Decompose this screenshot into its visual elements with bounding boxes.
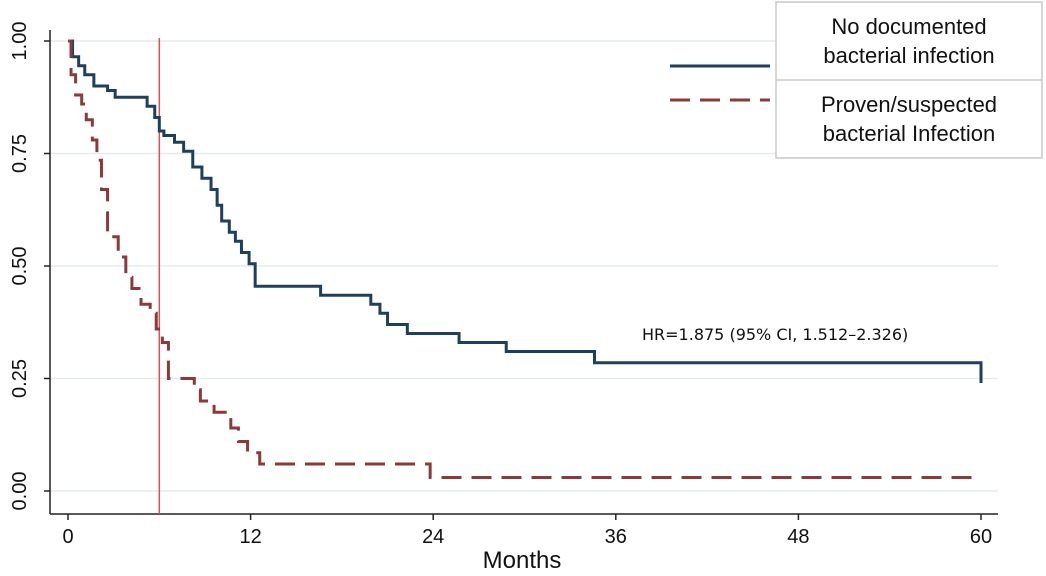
series-group	[68, 39, 983, 479]
x-tick-label-1: 12	[239, 526, 261, 548]
y-tick-label-3: 0.75	[9, 134, 31, 173]
legend-label-line-1: Proven/suspected	[821, 92, 997, 117]
hazard-ratio-annotation: HR=1.875 (95% CI, 1.512–2.326)	[642, 325, 908, 344]
y-tick-label-1: 0.25	[9, 359, 31, 398]
legend: No documented bacterial infection Proven/…	[670, 1, 1043, 159]
x-tick-label-0: 0	[62, 526, 73, 548]
y-tick-label-4: 1.00	[9, 22, 31, 61]
x-axis-title: Months	[483, 547, 562, 574]
y-tick-label-0: 0.00	[9, 472, 31, 511]
x-tick-label-4: 48	[787, 526, 809, 548]
y-tick-label-2: 0.50	[9, 247, 31, 286]
legend-label-infection: Proven/suspected bacterial Infection	[821, 92, 997, 146]
tick-labels: 0.00 0.25 0.50 0.75 1.00 0 12 24 36 48 60	[9, 22, 992, 548]
x-tick-label-3: 36	[605, 526, 627, 548]
grid-lines	[50, 40, 998, 492]
survival-curve-no-infection	[68, 39, 983, 383]
axes	[44, 30, 998, 520]
legend-label-no-infection: No documented bacterial infection	[823, 14, 994, 68]
x-tick-label-2: 24	[422, 526, 444, 548]
legend-label-line-1: No documented	[831, 14, 986, 39]
legend-label-line-2: bacterial Infection	[823, 121, 995, 146]
x-tick-label-5: 60	[970, 526, 992, 548]
legend-label-line-2: bacterial infection	[823, 43, 994, 68]
survival-curve-infection	[68, 39, 981, 479]
